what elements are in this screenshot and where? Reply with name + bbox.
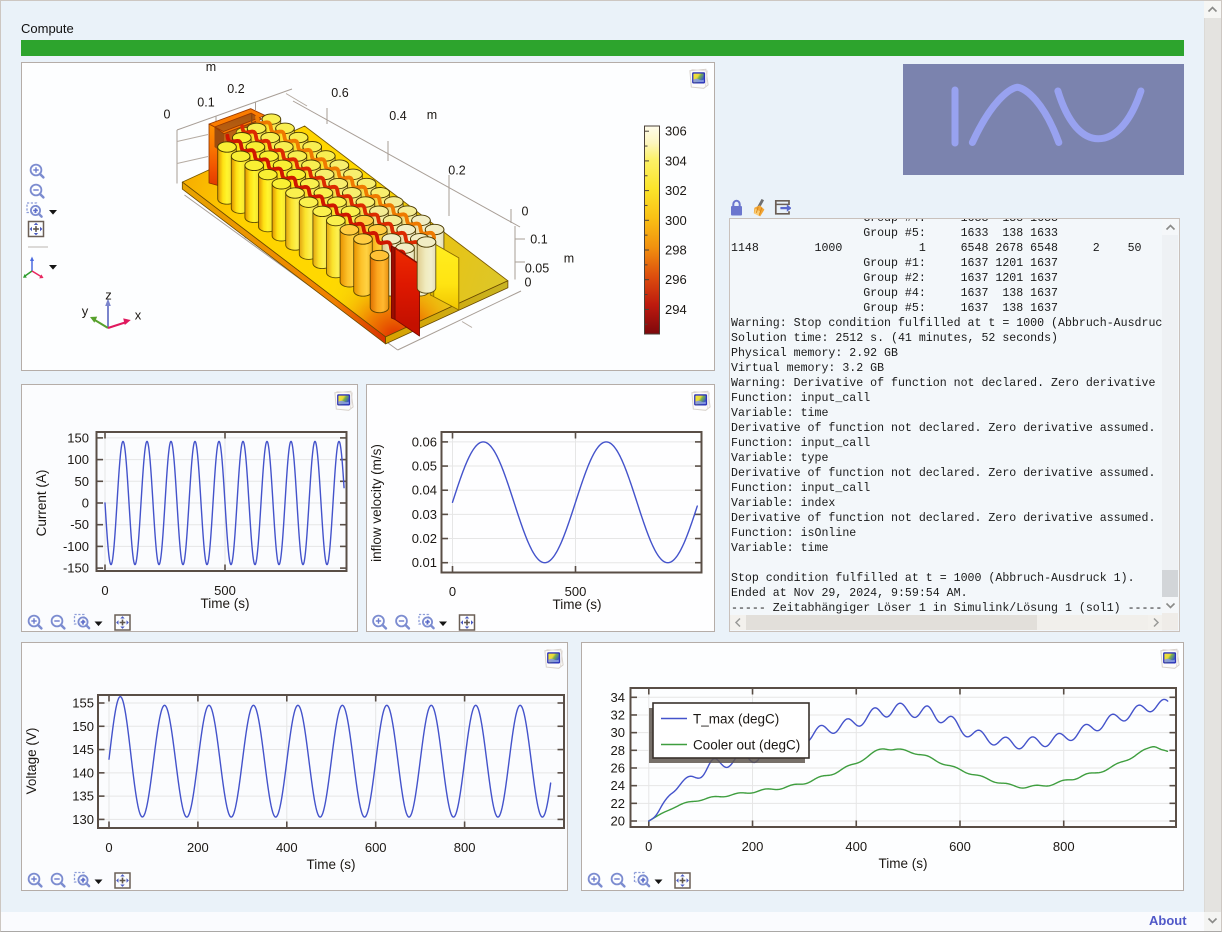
svg-text:155: 155 (72, 696, 94, 711)
svg-text:0: 0 (101, 583, 108, 598)
svg-text:100: 100 (67, 452, 89, 467)
svg-text:22: 22 (611, 796, 625, 811)
svg-text:-150: -150 (63, 560, 89, 575)
svg-text:T_max (degC): T_max (degC) (693, 712, 779, 727)
svg-text:800: 800 (454, 840, 476, 855)
svg-text:150: 150 (67, 430, 89, 445)
svg-text:600: 600 (365, 840, 387, 855)
svg-text:0: 0 (448, 584, 455, 599)
svg-text:30: 30 (611, 725, 625, 740)
svg-text:145: 145 (72, 742, 94, 757)
svg-text:0.02: 0.02 (411, 531, 436, 546)
svg-text:0: 0 (645, 839, 652, 854)
svg-text:y: y (82, 304, 89, 319)
svg-text:m: m (564, 252, 574, 266)
svg-text:200: 200 (187, 840, 209, 855)
svg-text:m: m (206, 63, 216, 74)
svg-text:400: 400 (276, 840, 298, 855)
svg-text:0: 0 (105, 840, 112, 855)
svg-text:20: 20 (611, 814, 625, 829)
svg-text:500: 500 (564, 584, 586, 599)
svg-text:50: 50 (75, 473, 89, 488)
svg-text:140: 140 (72, 765, 94, 780)
svg-text:32: 32 (611, 707, 625, 722)
svg-text:0: 0 (525, 276, 532, 290)
svg-text:306: 306 (665, 124, 687, 139)
svg-text:0.03: 0.03 (411, 506, 436, 521)
svg-text:0: 0 (82, 495, 89, 510)
svg-text:24: 24 (611, 778, 625, 793)
svg-text:Time (s): Time (s) (201, 596, 250, 611)
svg-text:0.05: 0.05 (525, 262, 549, 276)
svg-text:Time (s): Time (s) (552, 597, 601, 612)
svg-text:0.05: 0.05 (411, 458, 436, 473)
svg-text:Cooler out (degC): Cooler out (degC) (693, 738, 800, 753)
svg-text:inflow velocity (m/s): inflow velocity (m/s) (369, 444, 384, 562)
svg-text:200: 200 (742, 839, 764, 854)
svg-text:Time (s): Time (s) (879, 856, 928, 871)
svg-text:135: 135 (72, 789, 94, 804)
svg-text:500: 500 (214, 583, 236, 598)
svg-text:0: 0 (522, 205, 529, 219)
svg-text:0.04: 0.04 (411, 482, 436, 497)
svg-text:0.2: 0.2 (448, 164, 465, 178)
svg-text:x: x (135, 308, 142, 323)
svg-text:m: m (427, 108, 437, 122)
svg-text:0.6: 0.6 (331, 86, 348, 100)
svg-text:0.2: 0.2 (227, 82, 244, 96)
svg-text:-100: -100 (63, 538, 89, 553)
svg-text:Voltage (V): Voltage (V) (24, 728, 39, 795)
svg-text:0.1: 0.1 (197, 96, 214, 110)
svg-text:400: 400 (845, 839, 867, 854)
svg-text:300: 300 (665, 213, 687, 228)
svg-text:28: 28 (611, 743, 625, 758)
svg-text:34: 34 (611, 690, 625, 705)
svg-text:298: 298 (665, 243, 687, 258)
svg-text:0.4: 0.4 (389, 109, 406, 123)
svg-text:0.1: 0.1 (530, 233, 547, 247)
svg-text:302: 302 (665, 183, 687, 198)
svg-text:z: z (105, 288, 112, 303)
svg-text:Time (s): Time (s) (307, 857, 356, 872)
svg-text:304: 304 (665, 153, 687, 168)
svg-text:600: 600 (949, 839, 971, 854)
svg-text:296: 296 (665, 272, 687, 287)
svg-text:294: 294 (665, 302, 687, 317)
svg-text:130: 130 (72, 812, 94, 827)
svg-text:150: 150 (72, 719, 94, 734)
svg-text:26: 26 (611, 760, 625, 775)
svg-text:Current (A): Current (A) (34, 469, 49, 536)
svg-text:0: 0 (164, 108, 171, 122)
svg-text:-50: -50 (70, 517, 89, 532)
svg-text:0.01: 0.01 (411, 555, 436, 570)
svg-text:0.06: 0.06 (411, 434, 436, 449)
svg-text:800: 800 (1053, 839, 1075, 854)
